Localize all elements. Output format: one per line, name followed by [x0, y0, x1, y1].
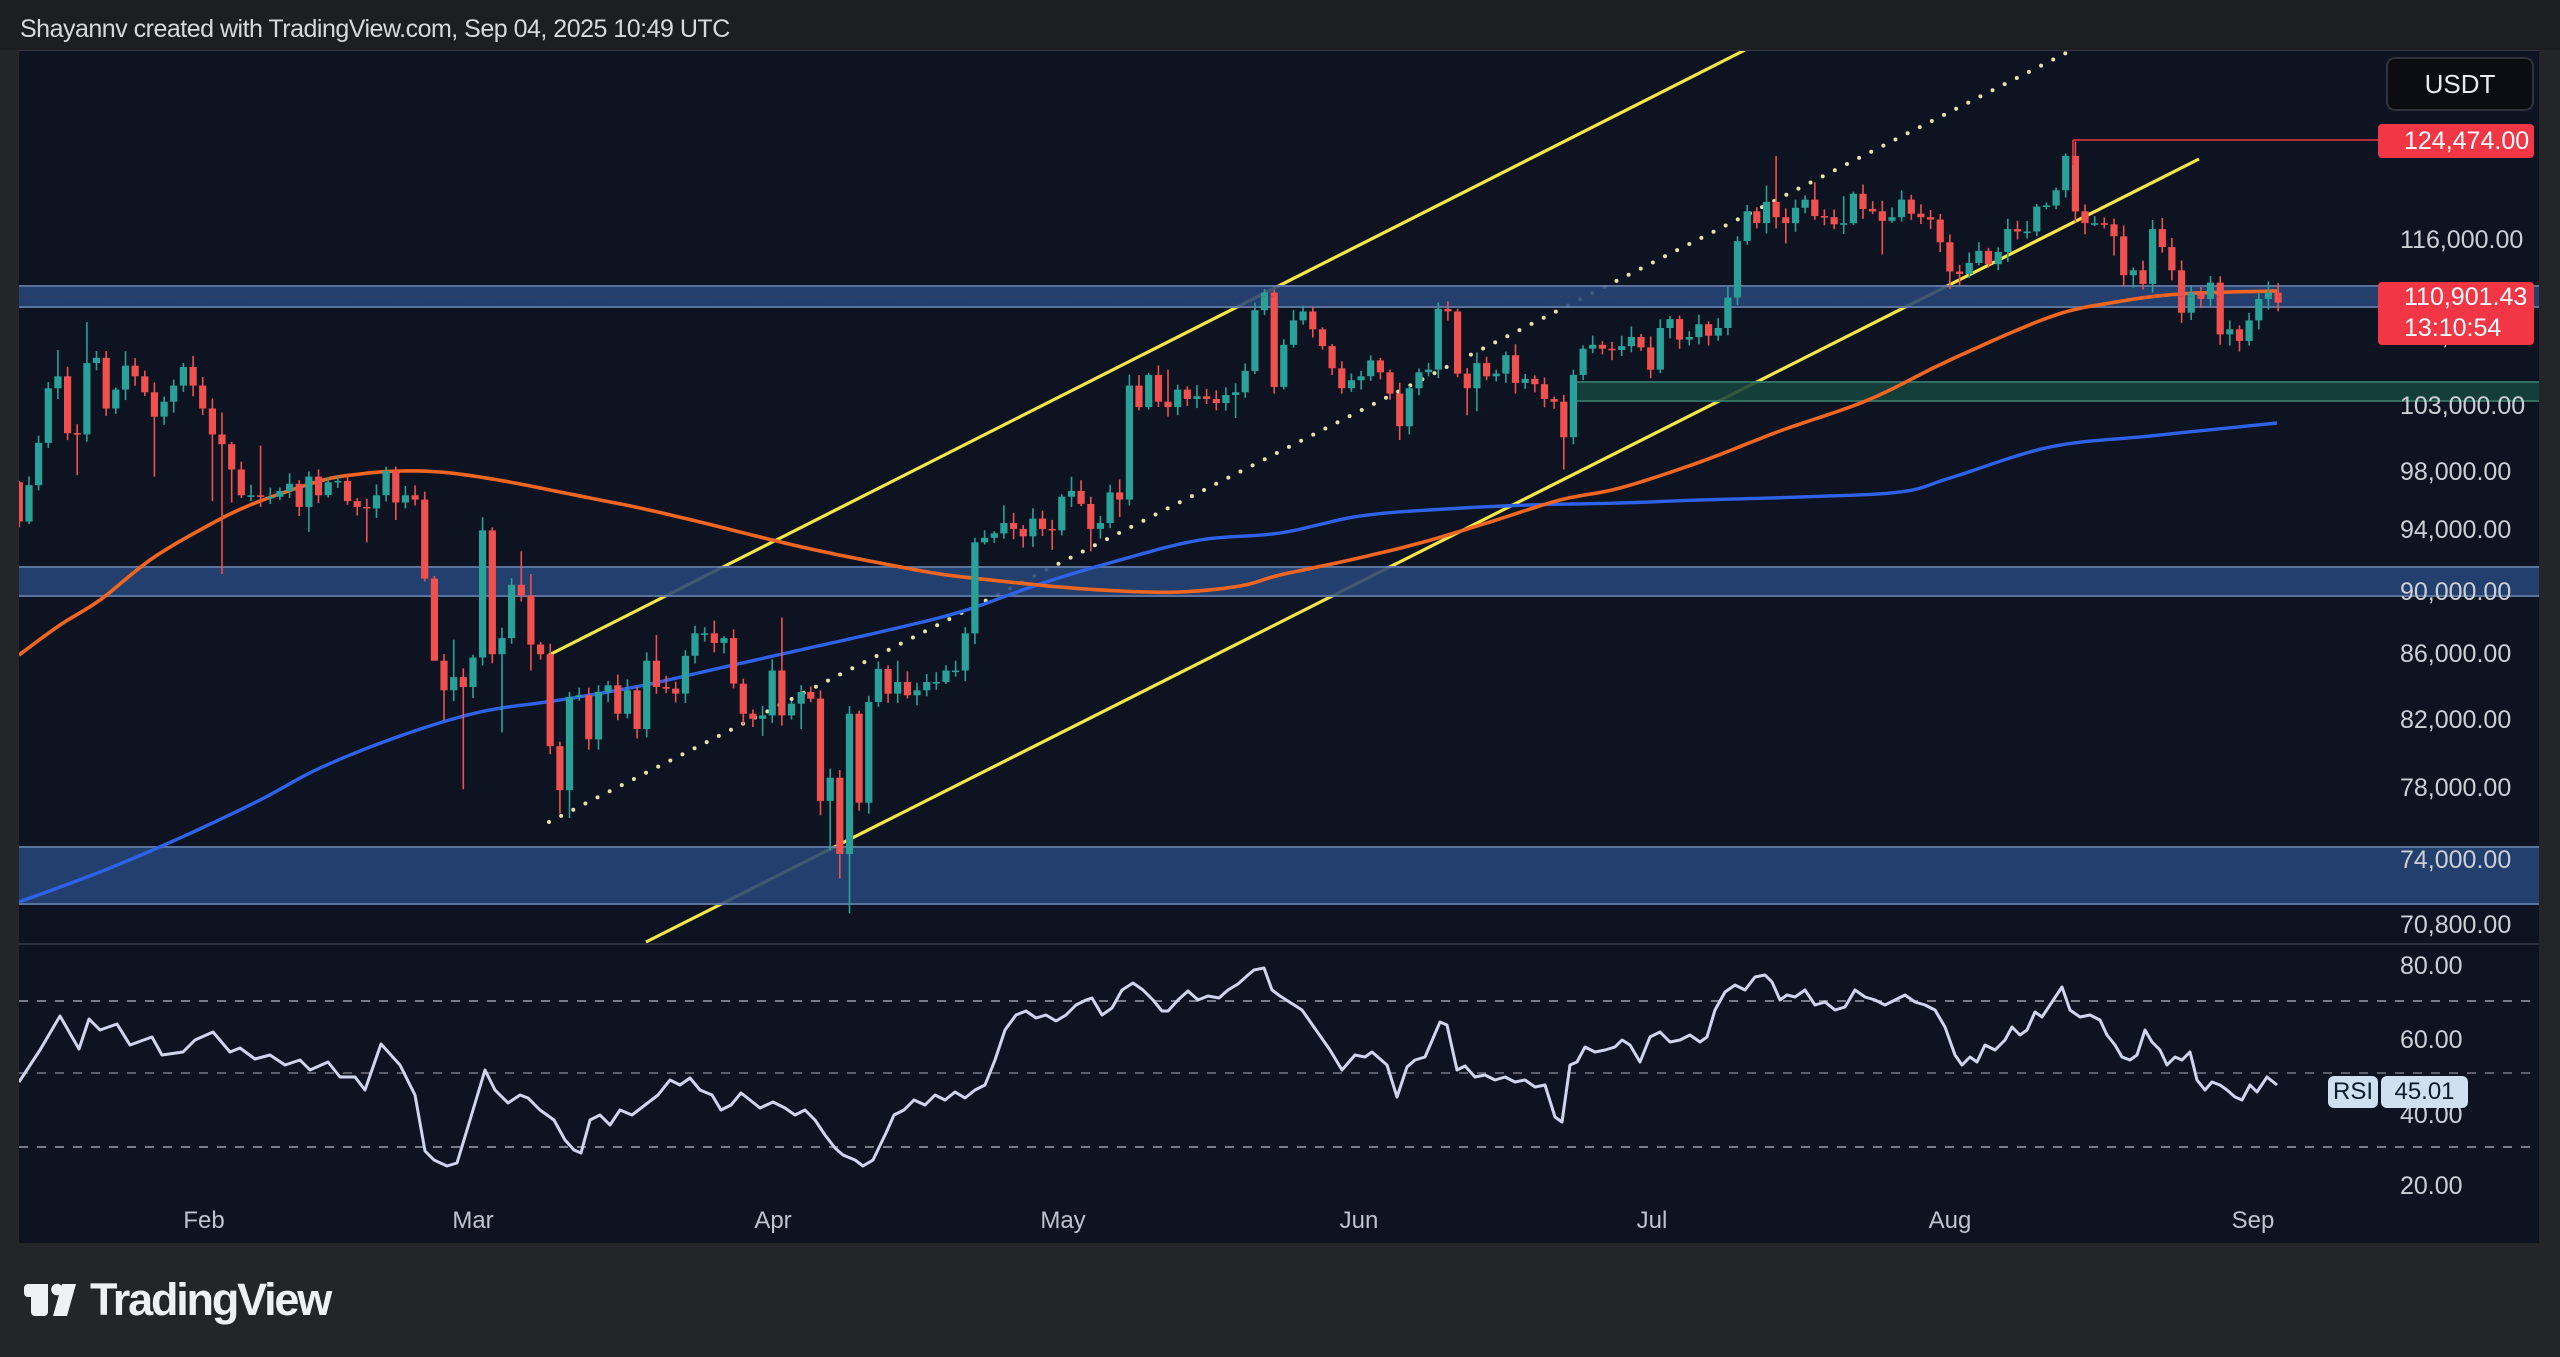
svg-text:TradingView: TradingView [90, 1274, 333, 1325]
